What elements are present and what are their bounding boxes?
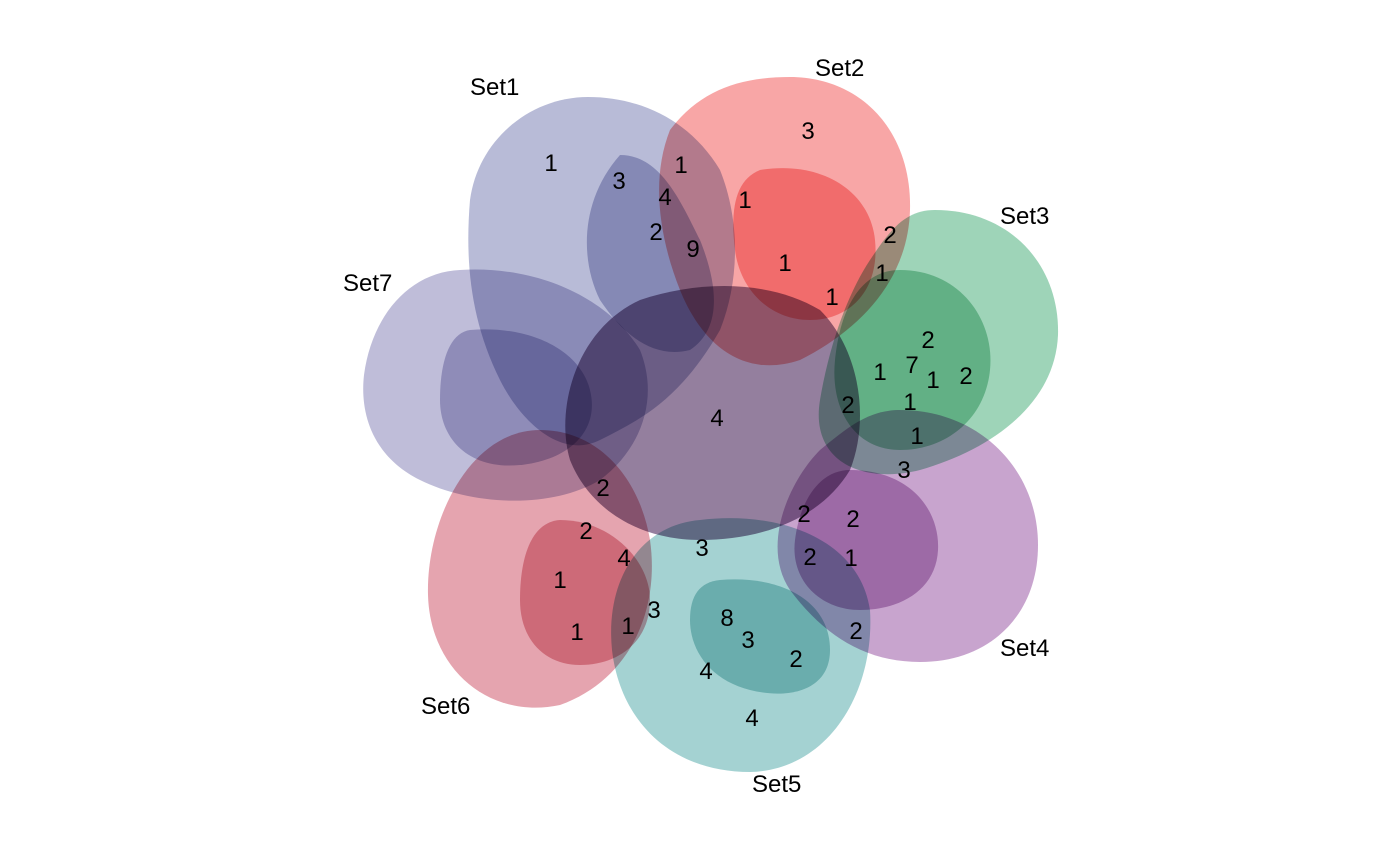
- region-count: 2: [883, 222, 896, 249]
- region-count: 1: [926, 367, 939, 394]
- set-labels: Set1 Set2 Set3 Set4 Set5 Set6 Set7: [343, 55, 1049, 798]
- region-count: 3: [647, 597, 660, 624]
- set-shapes: [363, 77, 1059, 772]
- region-count: 3: [612, 168, 625, 195]
- region-count: 4: [745, 705, 758, 732]
- set-label-set5: Set5: [752, 771, 801, 798]
- set4-inner-shape: [794, 470, 939, 610]
- region-count: 2: [596, 475, 609, 502]
- set-label-set1: Set1: [470, 74, 519, 101]
- region-count: 1: [875, 260, 888, 287]
- core-shape: [565, 286, 860, 540]
- region-count: 1: [570, 619, 583, 646]
- region-count: 1: [553, 567, 566, 594]
- region-count: 2: [959, 363, 972, 390]
- region-count: 8: [720, 605, 733, 632]
- region-count: 7: [905, 352, 918, 379]
- region-count: 3: [741, 627, 754, 654]
- set-label-set3: Set3: [1000, 203, 1049, 230]
- set2-inner-shape: [733, 168, 876, 320]
- region-count: 1: [903, 389, 916, 416]
- region-count: 2: [849, 618, 862, 645]
- region-count: 1: [844, 545, 857, 572]
- region-count: 1: [738, 187, 751, 214]
- region-count: 4: [710, 405, 723, 432]
- set-label-set6: Set6: [421, 693, 470, 720]
- region-count: 2: [921, 327, 934, 354]
- region-count: 1: [778, 250, 791, 277]
- set6-inner-shape: [520, 520, 650, 665]
- region-count: 9: [686, 236, 699, 263]
- set3-inner-shape: [834, 270, 991, 450]
- set5-inner-shape: [690, 579, 830, 694]
- set-label-set4: Set4: [1000, 635, 1049, 662]
- region-count: 2: [803, 544, 816, 571]
- region-count: 1: [674, 152, 687, 179]
- region-count: 4: [617, 545, 630, 572]
- region-count: 2: [649, 219, 662, 246]
- region-count: 2: [846, 506, 859, 533]
- region-count: 2: [841, 392, 854, 419]
- region-count: 1: [873, 359, 886, 386]
- region-count: 2: [579, 518, 592, 545]
- set-label-set2: Set2: [815, 55, 864, 82]
- region-count: 3: [695, 535, 708, 562]
- region-count: 1: [621, 613, 634, 640]
- region-count: 4: [699, 658, 712, 685]
- region-count: 3: [897, 457, 910, 484]
- region-count: 4: [658, 184, 671, 211]
- region-counts: 1 3 1 3 4 1 2 9 1 2 1 1 2 1 7 1 2 2 1 1 …: [544, 118, 972, 732]
- region-count: 1: [825, 284, 838, 311]
- set-label-set7: Set7: [343, 270, 392, 297]
- region-count: 1: [910, 423, 923, 450]
- set7-inner-shape: [440, 329, 592, 466]
- region-count: 2: [797, 501, 810, 528]
- region-count: 3: [801, 118, 814, 145]
- region-count: 1: [544, 150, 557, 177]
- region-count: 2: [789, 646, 802, 673]
